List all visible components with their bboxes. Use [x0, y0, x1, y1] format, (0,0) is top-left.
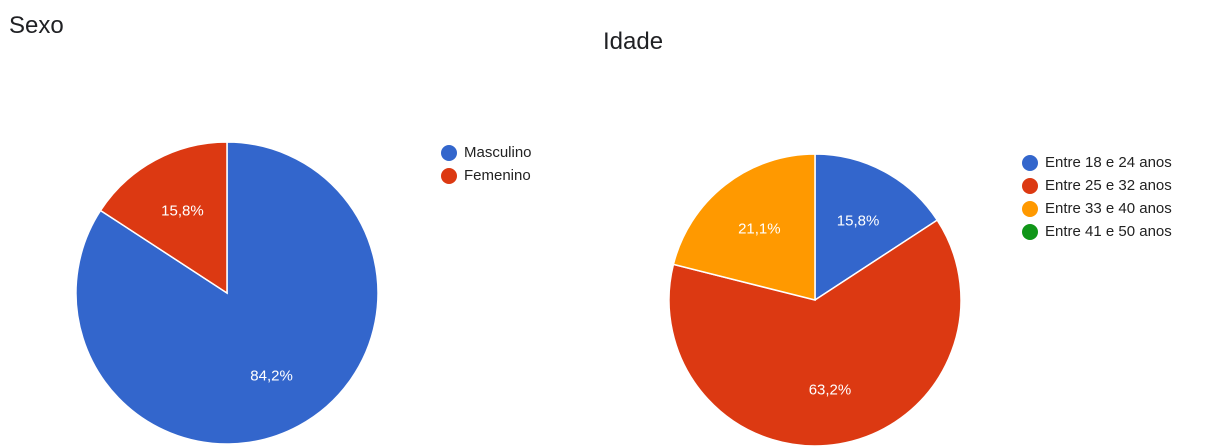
pie-chart: 84,2% 15,8% — [75, 141, 379, 445]
legend-label: Entre 33 e 40 anos — [1045, 200, 1172, 217]
legend-label: Entre 25 e 32 anos — [1045, 177, 1172, 194]
legend-label: Masculino — [464, 144, 532, 161]
legend-swatch — [441, 144, 457, 161]
slice-label: 84,2% — [250, 367, 293, 384]
legend-item: Masculino — [441, 141, 532, 164]
legend-label: Entre 41 e 50 anos — [1045, 223, 1172, 240]
pie-slice-entre-25-e-32-anos — [668, 219, 962, 446]
slice-label: 63,2% — [809, 381, 852, 398]
chart-sexo: Sexo 84,2% 15,8% Masculino Femenino — [0, 0, 600, 446]
legend-swatch — [441, 167, 457, 184]
legend-item: Entre 41 e 50 anos — [1022, 220, 1172, 243]
legend-label: Entre 18 e 24 anos — [1045, 154, 1172, 171]
pie-chart: 15,8% 63,2% 21,1% — [668, 153, 962, 446]
legend-swatch — [1022, 200, 1038, 217]
legend-swatch — [1022, 154, 1038, 171]
legend-swatch — [1022, 177, 1038, 194]
legend: Entre 18 e 24 anos Entre 25 e 32 anos Entr… — [1022, 151, 1172, 243]
chart-title: Idade — [603, 28, 664, 55]
slice-label: 21,1% — [738, 221, 781, 238]
legend-item: Femenino — [441, 164, 532, 187]
legend-item: Entre 18 e 24 anos — [1022, 151, 1172, 174]
legend-item: Entre 33 e 40 anos — [1022, 197, 1172, 220]
pie-slice-entre-33-e-40-anos — [672, 153, 816, 301]
legend-item: Entre 25 e 32 anos — [1022, 174, 1172, 197]
pie-slice-femenino — [99, 141, 228, 295]
slice-label: 15,8% — [161, 203, 204, 220]
chart-idade: Idade 15,8% 63,2% 21,1% Entre 18 e 24 anos… — [600, 0, 1211, 446]
legend-label: Femenino — [464, 167, 531, 184]
chart-title: Sexo — [9, 12, 64, 39]
slice-label: 15,8% — [837, 212, 880, 229]
pie-slice-entre-18-e-24-anos — [814, 153, 939, 302]
legend-swatch — [1022, 223, 1038, 240]
legend: Masculino Femenino — [441, 141, 532, 187]
